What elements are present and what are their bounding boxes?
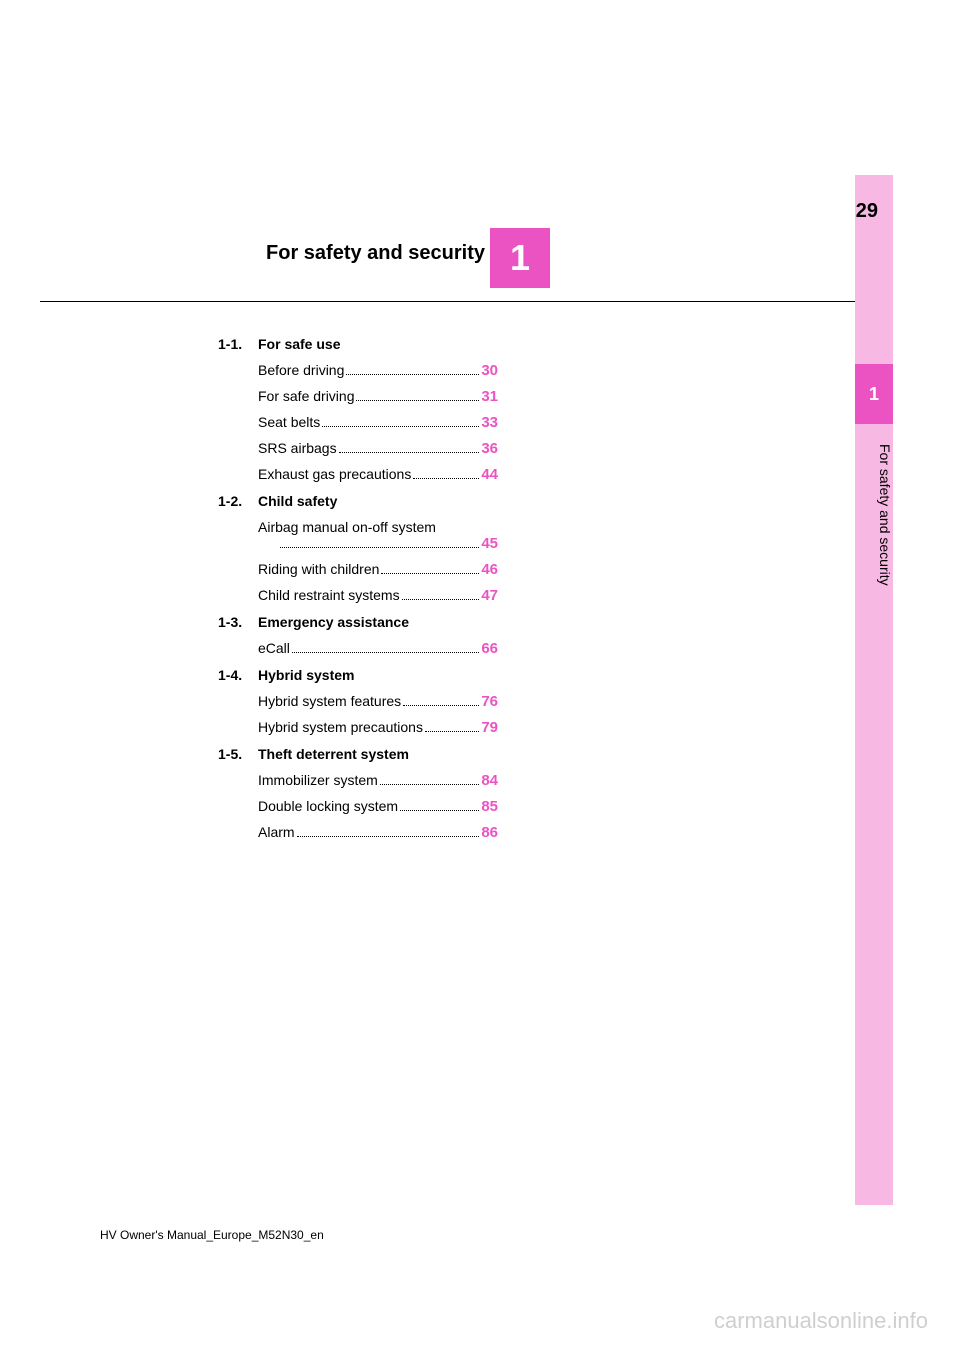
toc-leader-dots — [381, 573, 479, 574]
side-tab-number: 1 — [855, 364, 893, 424]
footer-text: HV Owner's Manual_Europe_M52N30_en — [100, 1228, 324, 1242]
toc-leader-dots — [280, 547, 479, 548]
header-divider — [40, 301, 855, 302]
toc-section-title: Child safety — [258, 493, 337, 509]
toc-entry-page: 44 — [481, 466, 498, 483]
chapter-title: For safety and security — [0, 242, 485, 265]
toc-section-title: Emergency assistance — [258, 614, 409, 630]
toc-entry-page: 46 — [481, 561, 498, 578]
toc-leader-dots — [425, 731, 479, 732]
toc-entry[interactable]: Before driving 30 — [258, 362, 498, 379]
toc-entry-page: 84 — [481, 772, 498, 789]
toc-section-title: Hybrid system — [258, 667, 354, 683]
toc-entry-label: Seat belts — [258, 414, 320, 430]
toc-section-number: 1-5. — [218, 746, 258, 762]
table-of-contents: 1-1.For safe use Before driving 30 For safe… — [218, 336, 498, 850]
toc-leader-dots — [413, 478, 479, 479]
toc-entry-label: Riding with children — [258, 561, 379, 577]
toc-entry-page: 36 — [481, 440, 498, 457]
toc-leader-dots — [400, 810, 479, 811]
toc-entry-page: 86 — [481, 824, 498, 841]
toc-entry-page: 33 — [481, 414, 498, 431]
toc-entry-page: 45 — [481, 535, 498, 552]
toc-section-title: Theft deterrent system — [258, 746, 409, 762]
toc-entry[interactable]: Hybrid system features 76 — [258, 693, 498, 710]
toc-section-head: 1-3.Emergency assistance — [218, 614, 498, 630]
toc-entry[interactable]: Riding with children 46 — [258, 561, 498, 578]
toc-entry-label: Immobilizer system — [258, 772, 378, 788]
watermark: carmanualsonline.info — [714, 1308, 928, 1334]
toc-entry-label: Alarm — [258, 824, 295, 840]
toc-entry[interactable]: For safe driving 31 — [258, 388, 498, 405]
toc-leader-dots — [380, 784, 480, 785]
toc-entries: eCall 66 — [258, 640, 498, 657]
toc-section-number: 1-3. — [218, 614, 258, 630]
side-tab-label: For safety and security — [855, 440, 893, 740]
toc-section-number: 1-4. — [218, 667, 258, 683]
toc-entry-page: 85 — [481, 798, 498, 815]
toc-entry-label: For safe driving — [258, 388, 354, 404]
toc-entry-label: Double locking system — [258, 798, 398, 814]
toc-entry-page: 66 — [481, 640, 498, 657]
page-number: 29 — [856, 200, 878, 223]
toc-entries: Airbag manual on-off system45 Riding with… — [258, 519, 498, 604]
toc-entries: Hybrid system features 76 Hybrid system pr… — [258, 693, 498, 736]
toc-entry-label: Airbag manual on-off system — [258, 519, 498, 535]
toc-section-head: 1-1.For safe use — [218, 336, 498, 352]
toc-section-number: 1-2. — [218, 493, 258, 509]
toc-leader-dots — [402, 599, 480, 600]
toc-leader-dots — [297, 836, 480, 837]
toc-entry[interactable]: Seat belts 33 — [258, 414, 498, 431]
toc-entry-label: Hybrid system precautions — [258, 719, 423, 735]
toc-entries: Immobilizer system 84 Double locking syste… — [258, 772, 498, 841]
toc-section-head: 1-5.Theft deterrent system — [218, 746, 498, 762]
toc-entry[interactable]: Airbag manual on-off system45 — [258, 519, 498, 552]
toc-entry[interactable]: Hybrid system precautions 79 — [258, 719, 498, 736]
toc-section-head: 1-2.Child safety — [218, 493, 498, 509]
toc-entry[interactable]: Child restraint systems 47 — [258, 587, 498, 604]
toc-entry[interactable]: Immobilizer system 84 — [258, 772, 498, 789]
toc-section-number: 1-1. — [218, 336, 258, 352]
toc-entry-label: eCall — [258, 640, 290, 656]
toc-entry-label: Before driving — [258, 362, 344, 378]
toc-entry[interactable]: Exhaust gas precautions 44 — [258, 466, 498, 483]
toc-entries: Before driving 30 For safe driving 31 Seat b… — [258, 362, 498, 483]
toc-leader-dots — [339, 452, 480, 453]
toc-section-title: For safe use — [258, 336, 340, 352]
toc-section-head: 1-4.Hybrid system — [218, 667, 498, 683]
toc-leader-dots — [403, 705, 479, 706]
toc-leader-dots — [346, 374, 479, 375]
toc-entry[interactable]: Double locking system 85 — [258, 798, 498, 815]
toc-entry-page: 31 — [481, 388, 498, 405]
toc-entry-label: SRS airbags — [258, 440, 337, 456]
toc-entry-page: 47 — [481, 587, 498, 604]
chapter-number-box: 1 — [490, 228, 550, 288]
toc-leader-dots — [356, 400, 479, 401]
toc-entry[interactable]: eCall 66 — [258, 640, 498, 657]
toc-entry-label: Child restraint systems — [258, 587, 400, 603]
toc-entry-page: 30 — [481, 362, 498, 379]
toc-entry-label: Hybrid system features — [258, 693, 401, 709]
toc-entry[interactable]: SRS airbags 36 — [258, 440, 498, 457]
toc-leader-dots — [292, 652, 479, 653]
toc-leader-dots — [322, 426, 479, 427]
toc-entry-label: Exhaust gas precautions — [258, 466, 411, 482]
toc-entry-page: 79 — [481, 719, 498, 736]
toc-entry-page: 76 — [481, 693, 498, 710]
toc-entry[interactable]: Alarm 86 — [258, 824, 498, 841]
